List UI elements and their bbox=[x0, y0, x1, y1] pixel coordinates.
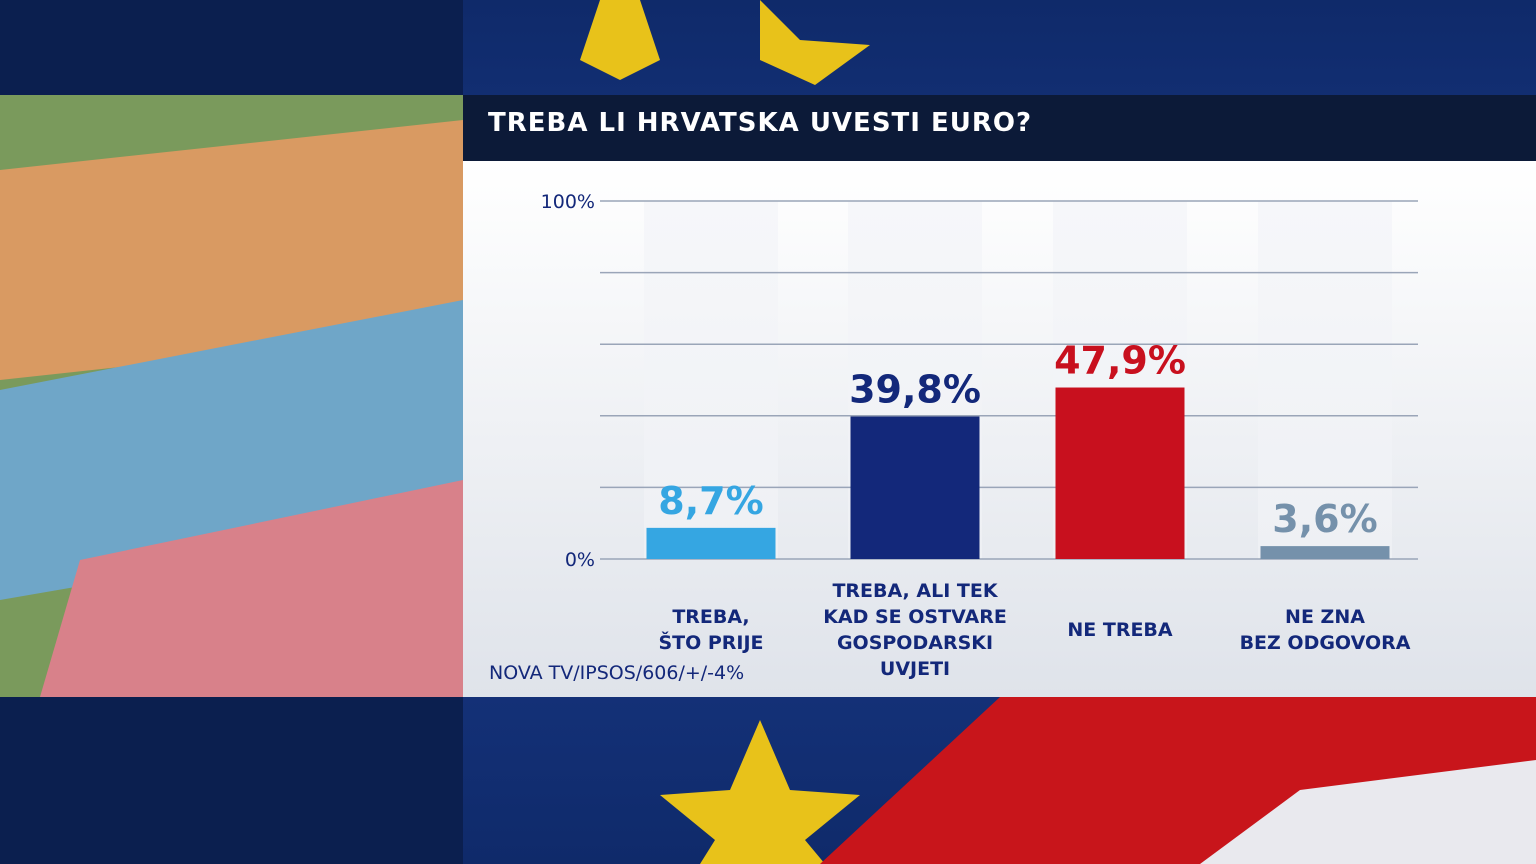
bar bbox=[1260, 546, 1390, 559]
value-label: 39,8% bbox=[849, 368, 981, 412]
x-tick-label: NE ZNA BEZ ODGOVORA bbox=[1239, 606, 1411, 654]
bar bbox=[850, 416, 980, 559]
x-tick-label: TREBA, ŠTO PRIJE bbox=[658, 606, 764, 654]
star bbox=[660, 720, 860, 864]
column-background bbox=[644, 201, 778, 559]
value-label: 8,7% bbox=[658, 479, 763, 523]
x-tick-label: TREBA, ALI TEK KAD SE OSTVARE GOSPODARSK… bbox=[823, 580, 1007, 680]
bar bbox=[1055, 387, 1185, 559]
white-flag-stripe bbox=[1200, 760, 1536, 864]
star bbox=[760, 0, 870, 85]
chart-title: TREBA LI HRVATSKA UVESTI EURO? bbox=[488, 108, 1033, 138]
column-background bbox=[1258, 201, 1392, 559]
banknote bbox=[40, 480, 463, 697]
y-tick-label: 100% bbox=[541, 191, 595, 213]
banknote bbox=[0, 120, 463, 380]
source-note: NOVA TV/IPSOS/606/+/-4% bbox=[489, 662, 745, 684]
x-tick-label: NE TREBA bbox=[1067, 619, 1173, 641]
y-tick-label: 0% bbox=[565, 549, 595, 571]
bar bbox=[646, 527, 776, 559]
value-label: 47,9% bbox=[1054, 339, 1186, 383]
star bbox=[580, 0, 660, 80]
title-bar bbox=[463, 95, 1536, 161]
value-label: 3,6% bbox=[1272, 497, 1377, 541]
